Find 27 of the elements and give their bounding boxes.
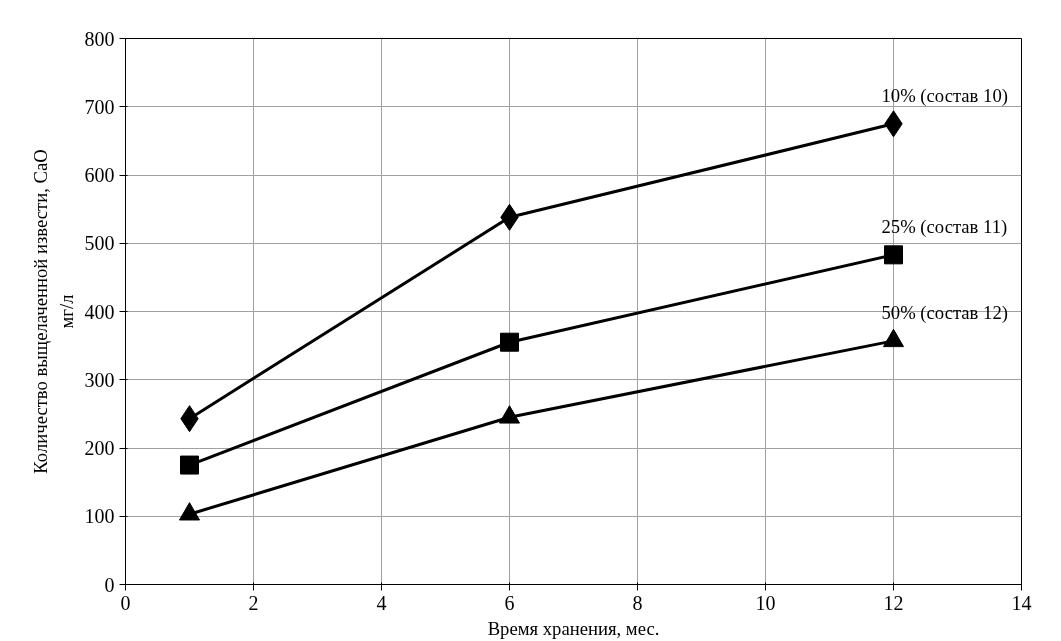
y-tick-label: 500	[84, 232, 115, 255]
x-axis-title: Время хранения, мес.	[487, 617, 660, 639]
x-tick-label: 12	[883, 591, 904, 614]
y-tick-label: 100	[84, 505, 115, 528]
point	[884, 245, 903, 265]
y-tick-label: 800	[84, 27, 115, 50]
y-tick-label: 600	[84, 164, 115, 186]
point	[499, 405, 520, 424]
x-tick-label: 8	[632, 591, 643, 614]
x-tick-label: 6	[504, 591, 515, 614]
series-label: 50% (состав 12)	[881, 301, 1008, 324]
point	[180, 455, 199, 475]
x-tick-label: 4	[376, 591, 387, 614]
series-label: 10% (состав 10)	[881, 84, 1008, 107]
y-tick-label: 0	[104, 573, 115, 596]
y-tick-label: 200	[84, 437, 115, 459]
y-axis-title: Количество выщелаченной извести, CaO мг/л	[30, 149, 77, 474]
y-tick-label: 400	[84, 300, 115, 323]
y-tick-label: 300	[84, 368, 115, 391]
x-tick-label: 10	[755, 591, 776, 614]
series-label: 25% (состав 11)	[881, 215, 1008, 238]
x-tick-label: 2	[248, 591, 259, 614]
y-tick-label: 700	[84, 95, 115, 118]
x-tick-label: 14	[1011, 591, 1032, 614]
x-tick-label: 0	[120, 591, 131, 614]
point	[179, 502, 200, 521]
point	[500, 332, 519, 352]
